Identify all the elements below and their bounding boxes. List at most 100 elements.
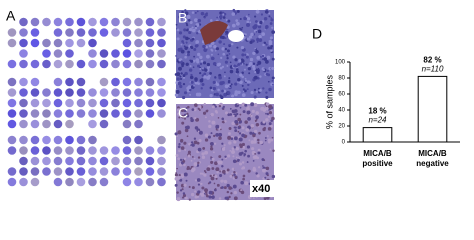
cell <box>234 92 238 97</box>
cell <box>222 52 226 56</box>
tissue-core <box>30 135 40 145</box>
cell <box>190 116 193 120</box>
cell <box>267 126 272 131</box>
cell <box>176 167 178 170</box>
cell <box>266 55 271 60</box>
tissue-core <box>122 146 132 155</box>
cell <box>245 128 250 132</box>
cell <box>252 62 256 65</box>
tissue-core <box>111 167 120 176</box>
tissue-core <box>7 146 17 155</box>
cell <box>261 54 265 58</box>
cell <box>246 20 250 24</box>
tissue-core <box>99 177 109 187</box>
cell <box>180 72 183 75</box>
cell <box>183 28 187 32</box>
tissue-core <box>53 38 63 48</box>
cell <box>221 89 224 93</box>
tissue-core <box>145 88 155 97</box>
cell <box>250 124 255 128</box>
cell <box>176 112 180 116</box>
cell <box>213 44 217 49</box>
cell <box>227 79 231 83</box>
tissue-core <box>157 98 166 108</box>
cell <box>244 53 247 57</box>
cell <box>210 176 215 181</box>
tissue-core <box>157 156 166 166</box>
cell <box>210 112 214 117</box>
cell <box>204 133 209 138</box>
tissue-core <box>7 98 17 108</box>
cell <box>234 82 238 86</box>
cell <box>228 141 232 145</box>
tissue-core <box>53 177 63 187</box>
tissue-core <box>76 38 86 48</box>
cell <box>271 136 274 139</box>
cell <box>261 32 266 36</box>
cell <box>247 116 251 121</box>
cell <box>187 150 191 154</box>
tissue-core <box>122 98 132 108</box>
cell <box>256 156 260 160</box>
tissue-core <box>19 59 28 69</box>
tissue-core <box>42 167 51 176</box>
cell <box>254 20 258 23</box>
cell <box>184 55 187 59</box>
cell <box>191 167 196 172</box>
cell <box>185 41 188 44</box>
cell <box>204 68 208 72</box>
cell <box>262 165 264 167</box>
cell <box>265 102 270 107</box>
cell <box>206 167 211 172</box>
cell <box>234 129 238 133</box>
cell <box>209 19 213 22</box>
cell <box>252 51 256 56</box>
cell <box>200 11 205 16</box>
cell <box>232 8 236 12</box>
cell <box>262 120 266 124</box>
cell <box>212 86 217 91</box>
cell <box>217 88 220 92</box>
cell <box>263 41 267 45</box>
cell <box>252 159 255 162</box>
cell <box>252 133 256 138</box>
cell <box>178 149 181 153</box>
cell <box>268 42 273 46</box>
cell <box>210 160 214 164</box>
x-tick-label: MICA/B negative <box>416 149 449 168</box>
cell <box>195 31 199 35</box>
cell <box>255 111 259 115</box>
tissue-core <box>53 109 63 118</box>
cell <box>180 146 185 150</box>
cell <box>191 28 196 33</box>
cell <box>262 43 265 47</box>
tissue-core <box>65 17 74 27</box>
tissue-core <box>157 146 166 155</box>
tissue-microarray <box>7 17 166 187</box>
cell <box>255 90 258 93</box>
tissue-core <box>76 59 86 69</box>
cell <box>221 147 226 152</box>
cell <box>193 108 197 112</box>
cell <box>203 48 208 53</box>
tissue-core <box>88 17 97 27</box>
cell <box>198 130 203 135</box>
cell <box>211 157 215 161</box>
cell <box>233 190 238 195</box>
cell <box>233 64 237 68</box>
cell <box>182 35 186 39</box>
cell <box>207 135 211 139</box>
tissue-core <box>65 49 74 58</box>
y-tick-label: 20 <box>338 124 345 130</box>
cell <box>223 75 226 78</box>
tissue-core <box>30 88 40 97</box>
tissue-core <box>76 177 86 187</box>
cell <box>219 160 223 165</box>
tissue-core <box>42 156 51 166</box>
cell <box>242 174 246 178</box>
tissue-core <box>122 17 132 27</box>
cell <box>262 68 266 72</box>
cell <box>237 103 239 105</box>
cell <box>176 77 180 81</box>
cell <box>267 138 272 143</box>
